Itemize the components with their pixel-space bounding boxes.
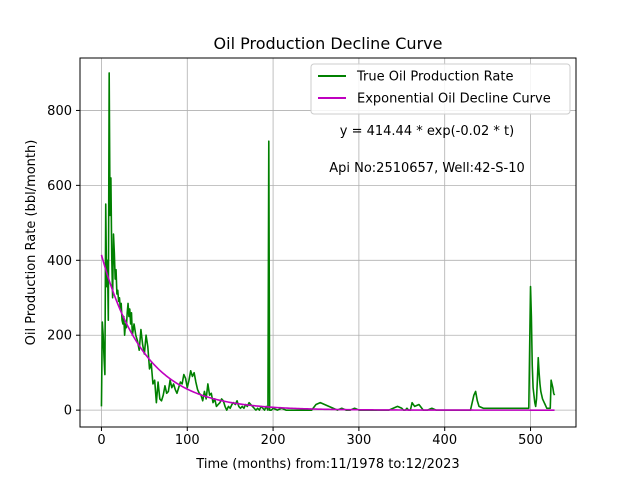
- grid-lines: [80, 58, 576, 427]
- series-line-exponential-fit: [100, 254, 555, 411]
- legend: True Oil Production Rate Exponential Oil…: [310, 63, 571, 115]
- x-tick-label: 300: [346, 433, 371, 448]
- y-tick-label: 0: [64, 404, 72, 419]
- x-axis-label: Time (months) from:11/1978 to:12/2023: [195, 457, 459, 472]
- x-tick-label: 0: [97, 433, 105, 448]
- y-tick-label: 800: [47, 104, 72, 119]
- legend-label-true: True Oil Production Rate: [356, 70, 513, 85]
- chart-title: Oil Production Decline Curve: [214, 34, 443, 53]
- series-line-true-production: [100, 72, 556, 411]
- x-tick-label: 500: [518, 433, 543, 448]
- x-tick-label: 200: [261, 433, 286, 448]
- series-layer: [100, 72, 556, 411]
- well-annotation: Api No:2510657, Well:42-S-10: [329, 161, 525, 176]
- legend-box: [310, 63, 571, 115]
- y-tick-label: 400: [47, 254, 72, 269]
- y-axis-label: Oil Production Rate (bbl/month): [24, 140, 39, 346]
- x-tick-label: 400: [432, 433, 457, 448]
- equation-annotation: y = 414.44 * exp(-0.02 * t): [340, 124, 514, 139]
- y-tick-label: 200: [47, 329, 72, 344]
- plot-frame: [79, 57, 577, 428]
- axis-ticks: 0 100 200 300 400 500 0 200 400 600 800: [47, 104, 543, 448]
- x-tick-label: 100: [175, 433, 200, 448]
- y-tick-label: 600: [47, 179, 72, 194]
- legend-label-exp: Exponential Oil Decline Curve: [357, 92, 551, 107]
